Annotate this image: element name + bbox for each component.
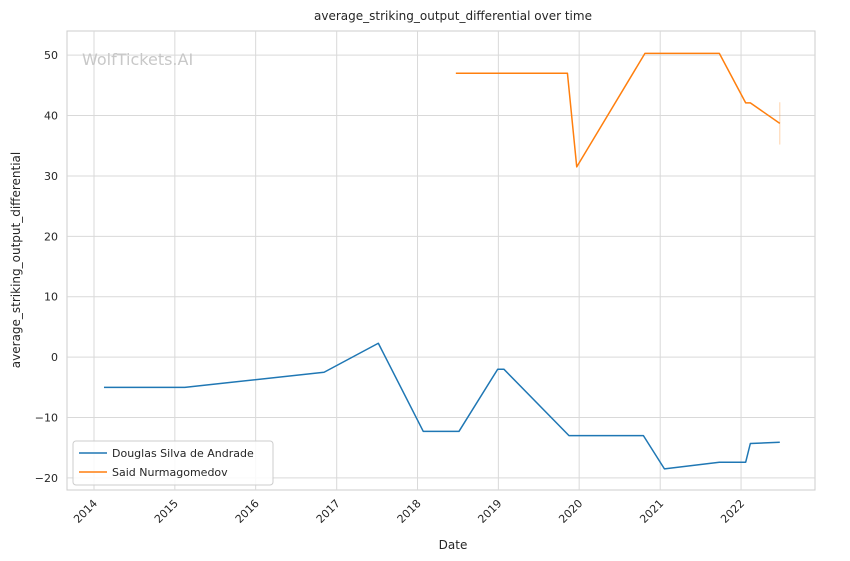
- grid: [67, 31, 815, 490]
- plot-area: [66, 30, 816, 491]
- legend-label-douglas: Douglas Silva de Andrade: [112, 447, 254, 460]
- y-tick-label: −10: [35, 412, 58, 425]
- y-tick-label: 0: [51, 351, 58, 364]
- y-tick-label: 50: [44, 49, 58, 62]
- legend-label-said: Said Nurmagomedov: [112, 466, 228, 479]
- y-tick-label: 10: [44, 291, 58, 304]
- watermark: WolfTickets.AI: [82, 50, 193, 69]
- legend: Douglas Silva de Andrade Said Nurmagomed…: [72, 440, 274, 486]
- series-layer: [103, 52, 781, 470]
- y-tick-label: 20: [44, 230, 58, 243]
- y-tick-labels: −20 −10 0 10 20 30 40 50: [35, 49, 58, 485]
- y-axis-label: average_striking_output_differential: [9, 152, 23, 368]
- chart-title: average_striking_output_differential ove…: [314, 9, 592, 23]
- series-line-0: [103, 342, 780, 470]
- y-tick-label: −20: [35, 472, 58, 485]
- y-tick-label: 40: [44, 110, 58, 123]
- x-axis-label: Date: [439, 538, 468, 552]
- legend-box: [72, 440, 274, 486]
- series-line-1: [455, 52, 781, 168]
- y-tick-label: 30: [44, 170, 58, 183]
